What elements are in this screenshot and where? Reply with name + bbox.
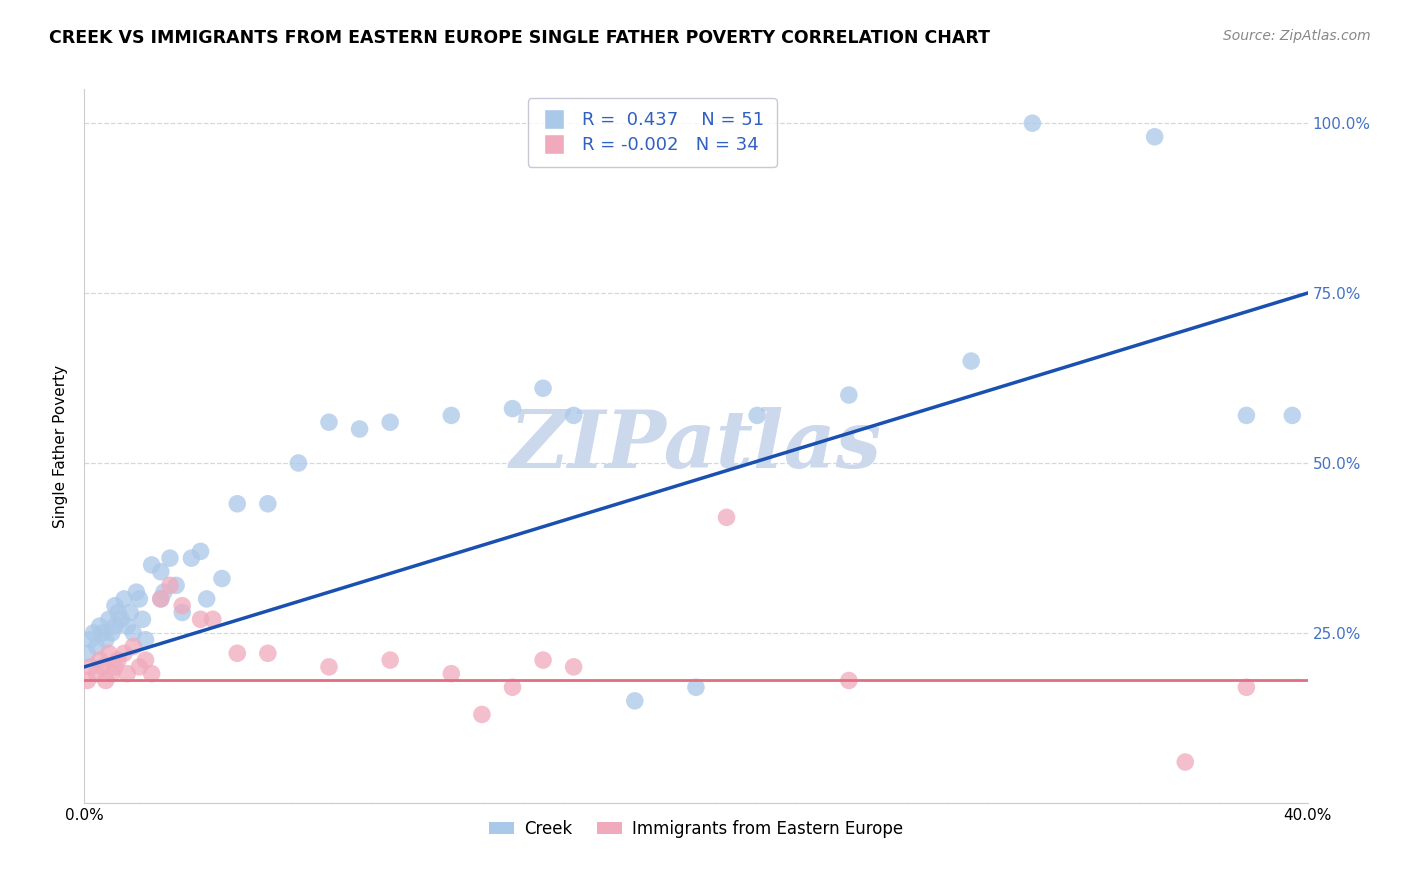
Point (94, 673, 117, 688)
Point (1174, 755, 1197, 769)
Point (226, 497, 249, 511)
Point (440, 409, 463, 423)
Point (624, 694, 647, 708)
Point (115, 666, 138, 681)
Legend: Creek, Immigrants from Eastern Europe: Creek, Immigrants from Eastern Europe (482, 814, 910, 845)
Point (115, 619, 138, 633)
Point (1236, 680, 1258, 694)
Point (502, 680, 524, 694)
Point (502, 401, 524, 416)
Point (79, 632, 101, 647)
Point (716, 510, 738, 524)
Point (83, 626, 105, 640)
Point (1281, 409, 1303, 423)
Point (149, 591, 172, 606)
Point (190, 544, 212, 558)
Y-axis label: Single Father Poverty: Single Father Poverty (53, 365, 69, 527)
Point (112, 591, 135, 606)
Point (562, 409, 585, 423)
Point (440, 666, 463, 681)
Point (94, 632, 117, 647)
Point (107, 606, 129, 620)
Point (128, 660, 150, 674)
Point (122, 626, 145, 640)
Point (125, 585, 148, 599)
Point (380, 653, 402, 667)
Point (1143, 129, 1166, 144)
Point (287, 456, 309, 470)
Point (172, 606, 194, 620)
Text: Source: ZipAtlas.com: Source: ZipAtlas.com (1223, 29, 1371, 43)
Point (960, 354, 983, 368)
Point (76, 673, 98, 688)
Point (159, 578, 181, 592)
Point (1021, 116, 1043, 130)
Point (838, 673, 860, 688)
Point (97, 612, 120, 626)
Point (141, 558, 163, 572)
Point (159, 551, 181, 566)
Point (172, 599, 194, 613)
Point (153, 585, 176, 599)
Point (76, 646, 98, 660)
Point (120, 606, 142, 620)
Point (135, 653, 157, 667)
Point (91, 626, 114, 640)
Point (86, 666, 108, 681)
Point (104, 619, 127, 633)
Point (89, 653, 111, 667)
Point (91, 660, 114, 674)
Point (838, 388, 860, 402)
Point (101, 626, 124, 640)
Point (149, 591, 172, 606)
Point (531, 381, 554, 395)
Text: CREEK VS IMMIGRANTS FROM EASTERN EUROPE SINGLE FATHER POVERTY CORRELATION CHART: CREEK VS IMMIGRANTS FROM EASTERN EUROPE … (49, 29, 990, 46)
Point (104, 599, 127, 613)
Point (1236, 409, 1258, 423)
Point (165, 578, 187, 592)
Point (318, 415, 340, 429)
Point (97, 646, 120, 660)
Point (685, 680, 707, 694)
Point (226, 646, 249, 660)
Point (318, 660, 340, 674)
Point (562, 660, 585, 674)
Point (531, 653, 554, 667)
Point (201, 612, 224, 626)
Point (107, 653, 129, 667)
Point (141, 666, 163, 681)
Point (471, 707, 494, 722)
Point (128, 591, 150, 606)
Point (349, 422, 371, 436)
Point (190, 612, 212, 626)
Point (195, 591, 218, 606)
Point (257, 646, 280, 660)
Point (104, 660, 127, 674)
Point (747, 409, 769, 423)
Point (135, 632, 157, 647)
Text: ZIPatlas: ZIPatlas (510, 408, 882, 484)
Point (79, 660, 101, 674)
Point (101, 666, 124, 681)
Point (112, 646, 135, 660)
Point (180, 551, 202, 566)
Point (122, 640, 145, 654)
Point (86, 640, 108, 654)
Point (380, 415, 402, 429)
Point (110, 612, 132, 626)
Point (89, 619, 111, 633)
Point (149, 565, 172, 579)
Point (131, 612, 153, 626)
Point (257, 497, 280, 511)
Point (211, 572, 233, 586)
